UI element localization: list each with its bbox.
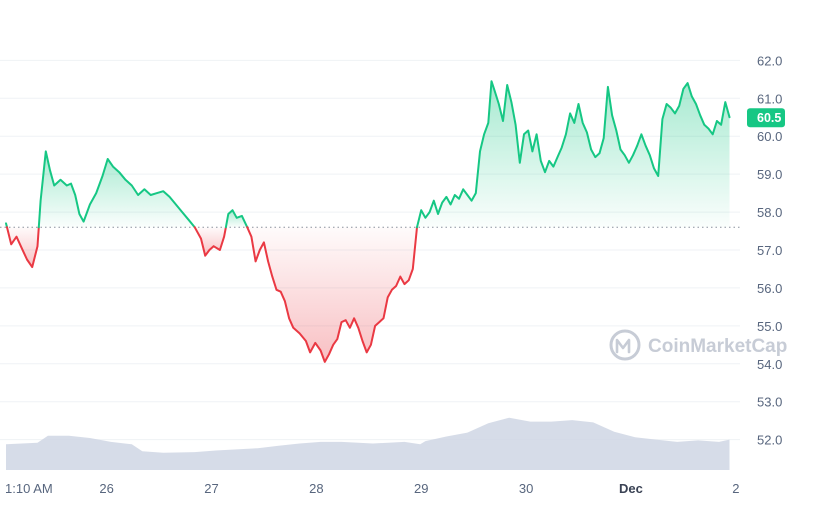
y-tick-label: 58.0 [757,205,782,220]
coinmarketcap-logo-icon [609,329,641,361]
current-price-label: 60.5 [747,108,785,128]
price-fill [6,81,730,362]
x-tick-label: 30 [519,481,533,496]
price-line-down[interactable] [6,226,40,269]
y-tick-label: 55.0 [757,319,782,334]
watermark-text: CoinMarketCap [648,336,787,357]
x-tick-label: Dec [619,481,643,496]
y-tick-label: 53.0 [757,395,782,410]
y-tick-label: 59.0 [757,167,782,182]
price-fill-down [194,227,226,256]
watermark-logo-ring [609,329,641,361]
current-price-value: 60.5 [757,111,781,125]
y-tick-label: 57.0 [757,243,782,258]
x-tick-label: 28 [309,481,323,496]
price-line[interactable] [5,80,731,363]
x-tick-label: 27 [204,481,218,496]
watermark-logo-mark [615,338,631,354]
current-price-badge [747,108,785,128]
price-line-up[interactable] [224,209,249,229]
x-tick-label: 1:10 AM [5,481,53,496]
y-tick-label: 52.0 [757,433,782,448]
watermark: CoinMarketCap [609,329,787,361]
price-fill-up [417,81,730,228]
price-fill-down [247,227,417,362]
price-line-up[interactable] [37,150,196,229]
y-tick-label: 54.0 [757,357,782,372]
y-tick-label: 60.0 [757,129,782,144]
price-line-up[interactable] [416,80,731,229]
x-axis-ticks: 1:10 AM 26 27 28 29 30 Dec 2 [5,481,739,496]
price-line-down[interactable] [193,226,227,257]
x-tick-label: 29 [414,481,428,496]
y-tick-label: 56.0 [757,281,782,296]
y-tick-label: 61.0 [757,91,782,106]
x-tick-label: 2 [732,481,739,496]
y-tick-label: 62.0 [757,53,782,68]
volume-area-shape [6,417,730,470]
price-fill-up [38,151,195,228]
price-line-down[interactable] [246,226,418,363]
x-tick-label: 26 [99,481,113,496]
volume-area [6,417,730,470]
y-axis-ticks: 52.0 53.0 54.0 55.0 56.0 57.0 58.0 59.0 60.0 61.0… [757,53,782,447]
